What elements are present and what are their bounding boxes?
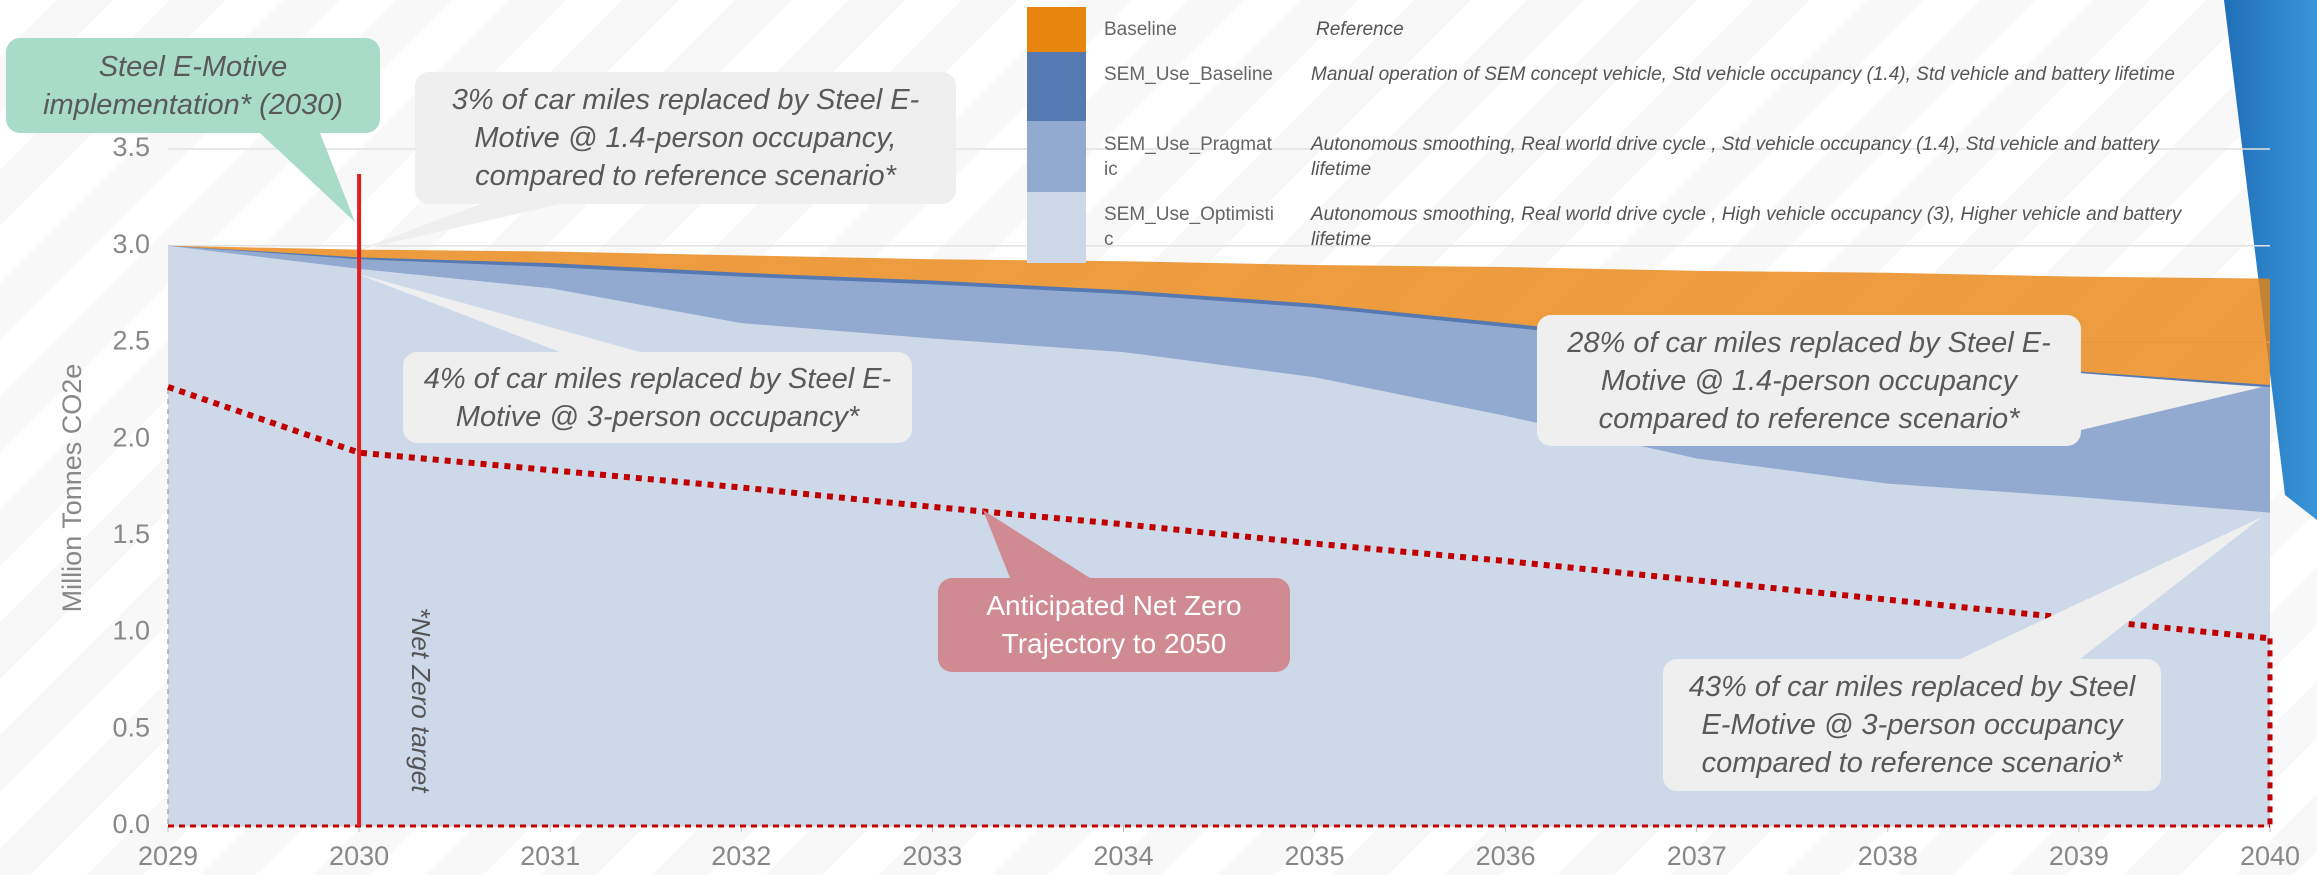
legend-description: Autonomous smoothing, Real world drive c… (1311, 134, 2160, 180)
y-tick-label: 2.0 (112, 422, 150, 452)
x-tick-label: 2030 (329, 841, 389, 871)
x-tick-label: 2031 (520, 841, 580, 871)
x-tick-label: 2034 (1093, 841, 1153, 871)
callout: 28% of car miles replaced by Steel E-Mot… (1537, 315, 2081, 446)
legend-label: SEM_Use_Pragmatic (1104, 134, 1272, 180)
legend-swatch (1027, 52, 1086, 121)
x-tick-label: 2032 (711, 841, 771, 871)
x-tick-label: 2036 (1476, 841, 1536, 871)
x-tick-label: 2040 (2240, 841, 2300, 871)
x-tick-label: 2038 (1858, 841, 1918, 871)
callout: 43% of car miles replaced by Steel E-Mot… (1663, 659, 2161, 791)
y-tick-label: 1.0 (112, 616, 150, 646)
callout-pointer (983, 510, 1090, 578)
legend-swatch (1027, 192, 1086, 263)
legend-description: Autonomous smoothing, Real world drive c… (1311, 204, 2182, 250)
callout-pointer (355, 273, 640, 352)
callout: Steel E-Motive implementation* (2030) (6, 38, 380, 133)
legend-swatch (1027, 7, 1086, 52)
x-tick-label: 2039 (2049, 841, 2109, 871)
callout: 3% of car miles replaced by Steel E-Moti… (415, 72, 956, 204)
y-tick-label: 0.0 (112, 809, 150, 839)
x-tick-label: 2035 (1285, 841, 1345, 871)
x-tick-label: 2033 (902, 841, 962, 871)
callout-pointer (355, 204, 560, 251)
y-axis-label: Million Tonnes CO2e (57, 364, 87, 613)
x-tick-label: 2037 (1667, 841, 1727, 871)
legend-swatch (1027, 121, 1086, 192)
legend-label: SEM_Use_Baseline (1104, 64, 1273, 85)
callout-pointer (2040, 370, 2262, 430)
callout-pointer (260, 133, 355, 222)
y-tick-label: 0.5 (112, 712, 150, 742)
legend-label: SEM_Use_Optimistic (1104, 204, 1274, 250)
callout-pointer (1960, 517, 2262, 659)
target-label: *Net Zero target (406, 608, 436, 795)
legend-description: Manual operation of SEM concept vehicle,… (1311, 64, 2175, 85)
trajectory-line (167, 384, 2271, 642)
y-tick-label: 2.5 (112, 326, 150, 356)
x-tick-label: 2029 (138, 841, 198, 871)
callout: Anticipated Net Zero Trajectory to 2050 (938, 578, 1290, 672)
legend-label: Baseline (1104, 19, 1177, 40)
y-tick-label: 1.5 (112, 519, 150, 549)
legend-description: Reference (1316, 19, 1404, 40)
y-tick-label: 3.0 (112, 229, 150, 259)
y-tick-label: 3.5 (112, 132, 150, 162)
decor-shape (2224, 0, 2317, 520)
callout: 4% of car miles replaced by Steel E-Moti… (403, 352, 912, 443)
